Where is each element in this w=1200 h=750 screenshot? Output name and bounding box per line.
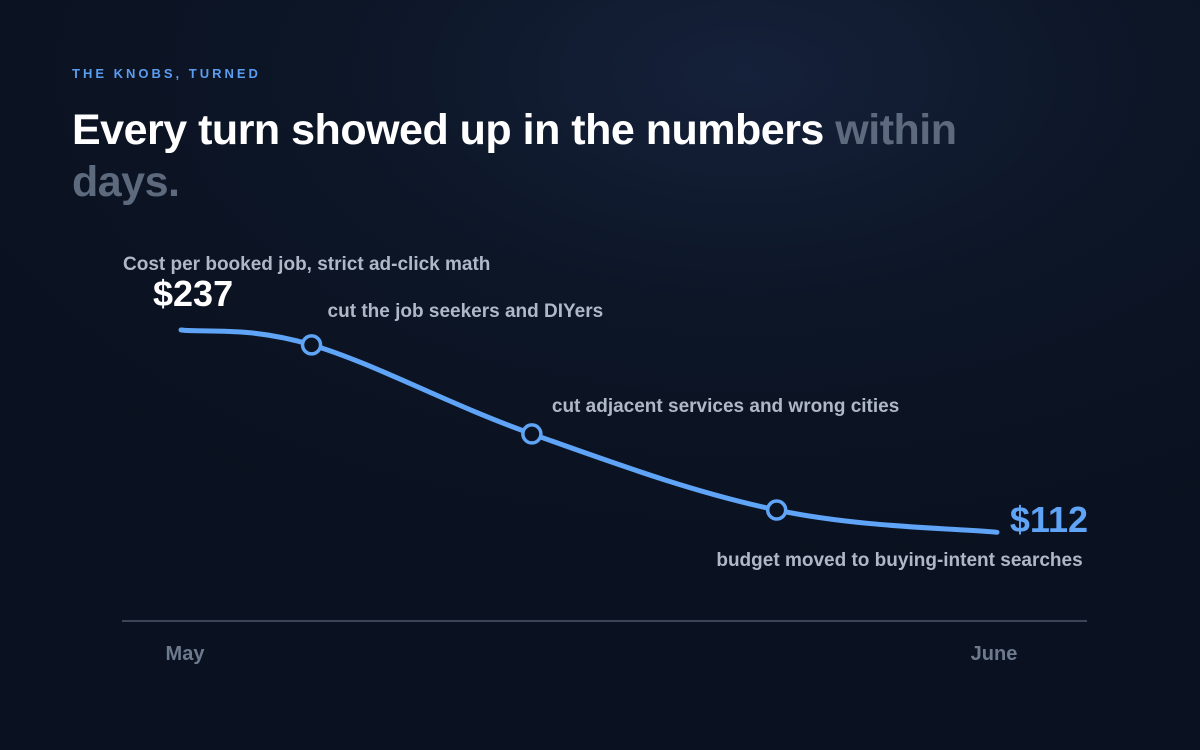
headline-main: Every turn showed up in the numbers [72, 106, 836, 154]
chart-title: Cost per booked job, strict ad-click mat… [123, 254, 490, 275]
headline: Every turn showed up in the numbers with… [72, 104, 1052, 208]
x-label-end: June [971, 643, 1018, 665]
series-line [178, 327, 1000, 535]
start-value-label: $237 [153, 273, 233, 314]
milestone-label: cut the job seekers and DIYers [328, 301, 604, 322]
milestone-markers: cut the job seekers and DIYers cut adjace… [300, 301, 1083, 571]
headline-muted: within days. [72, 106, 957, 206]
milestone-marker [765, 499, 788, 521]
eyebrow-label: THE KNOBS, TURNED [72, 66, 261, 81]
milestone-marker [521, 423, 543, 445]
milestone-label: budget moved to buying-intent searches [716, 550, 1082, 571]
milestone-marker [300, 334, 323, 356]
milestone-label: cut adjacent services and wrong cities [552, 396, 899, 417]
x-label-start: May [166, 643, 206, 665]
end-value-label: $112 [1010, 499, 1088, 540]
